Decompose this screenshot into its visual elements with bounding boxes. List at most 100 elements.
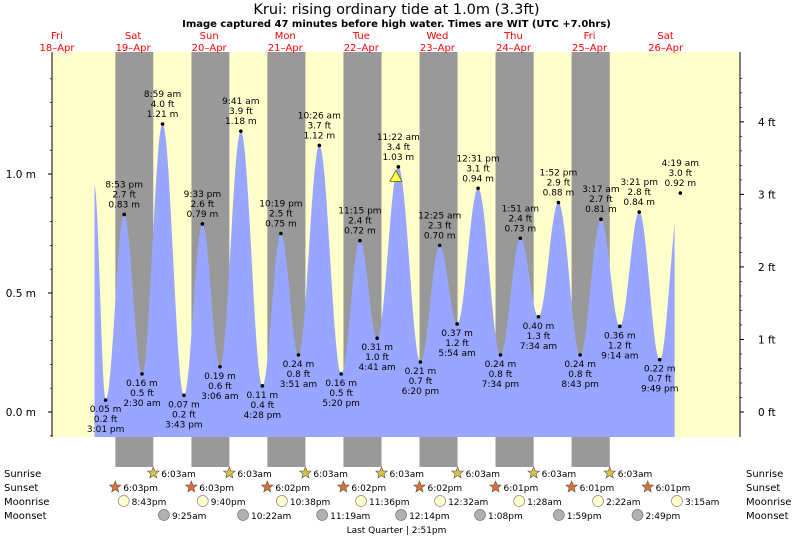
day-date: 22–Apr <box>344 43 380 54</box>
moonset-icon <box>631 509 644 521</box>
low-tide-time: 4:41 am <box>358 363 395 373</box>
high-tide-point <box>358 238 362 243</box>
high-tide-time: 3:21 pm <box>620 178 658 188</box>
moonset-time: 12:14pm <box>409 512 449 522</box>
day-name: Fri <box>51 31 63 42</box>
row-label-right: Moonrise <box>746 497 791 508</box>
high-tide-point <box>317 143 322 148</box>
low-tide-ft: 1.0 ft <box>365 353 389 363</box>
day-date: 25–Apr <box>572 43 608 54</box>
low-tide-time: 3:06 am <box>201 392 238 402</box>
low-tide-point <box>260 384 265 388</box>
moonset-icon <box>395 509 407 521</box>
low-tide-point <box>498 353 503 357</box>
sunset-icon <box>641 480 655 493</box>
high-tide-point <box>279 231 283 236</box>
sunrise-icon <box>527 466 541 479</box>
high-tide-time: 10:26 am <box>298 111 341 121</box>
day-name: Mon <box>275 31 296 42</box>
high-tide-m: 0.72 m <box>344 227 376 237</box>
high-tide-point <box>678 191 683 195</box>
moonrise-time: 9:40pm <box>211 498 246 508</box>
moonset-time: 1:59pm <box>567 512 602 522</box>
high-tide-time: 3:17 am <box>582 185 619 195</box>
high-tide-ft: 2.8 ft <box>627 188 651 198</box>
high-tide-point <box>160 122 165 126</box>
high-tide-point <box>122 212 126 217</box>
low-tide-point <box>140 372 144 376</box>
low-tide-time: 3:01 pm <box>87 425 125 435</box>
high-tide-point <box>476 186 480 191</box>
low-tide-point <box>218 364 222 369</box>
low-tide-m: 0.22 m <box>644 365 676 375</box>
row-label-left: Sunrise <box>4 469 41 480</box>
moonset-icon <box>158 509 170 521</box>
day-name: Tue <box>352 31 370 42</box>
high-tide-m: 0.83 m <box>108 200 140 210</box>
low-tide-ft: 0.8 ft <box>489 370 513 380</box>
high-tide-time: 1:52 pm <box>540 169 578 179</box>
day-name: Thu <box>503 31 523 42</box>
day-date: 19–Apr <box>116 43 152 54</box>
moonrise-icon <box>434 495 446 507</box>
high-tide-point <box>437 243 442 248</box>
high-tide-time: 12:25 am <box>418 211 461 221</box>
left-tick-label: 1.0 m <box>6 169 36 181</box>
right-tick-label: 2 ft <box>758 262 776 274</box>
moonrise-icon <box>196 495 209 507</box>
sunset-icon <box>108 480 122 493</box>
row-label-right: Sunrise <box>746 469 783 480</box>
day-date: 21–Apr <box>268 43 304 54</box>
high-tide-m: 0.88 m <box>543 189 575 199</box>
moon-phase-label: Last Quarter | 2:51pm <box>347 526 447 536</box>
moonset-time: 9:25am <box>172 512 207 522</box>
sunrise-icon <box>451 466 465 479</box>
high-tide-time: 9:41 am <box>222 97 259 107</box>
high-tide-ft: 2.9 ft <box>547 179 571 189</box>
high-tide-point <box>518 236 523 241</box>
moonrise-time: 3:15am <box>685 498 720 508</box>
day-name: Sun <box>200 31 219 42</box>
high-tide-point <box>200 222 205 226</box>
low-tide-m: 0.21 m <box>405 367 437 377</box>
day-name: Sat <box>125 31 141 42</box>
sunrise-icon <box>146 466 160 479</box>
low-tide-point <box>182 393 186 398</box>
low-tide-time: 7:34 pm <box>482 380 520 390</box>
sunset-icon <box>413 480 426 493</box>
sunset-icon <box>565 480 579 493</box>
high-tide-time: 10:19 pm <box>259 200 302 210</box>
high-tide-point <box>556 200 561 205</box>
day-date: 18–Apr <box>39 43 75 54</box>
plot-layers <box>52 52 740 467</box>
low-tide-m: 0.19 m <box>204 372 236 382</box>
high-tide-ft: 3.7 ft <box>307 121 331 131</box>
low-tide-m: 0.24 m <box>283 360 315 370</box>
high-tide-time: 8:59 am <box>144 90 181 100</box>
high-tide-time: 9:33 pm <box>184 190 222 200</box>
low-tide-ft: 0.2 ft <box>172 410 196 420</box>
low-tide-ft: 1.2 ft <box>445 339 469 349</box>
row-label-right: Moonset <box>746 511 789 522</box>
sunrise-time: 6:03am <box>389 470 424 480</box>
low-tide-m: 0.11 m <box>247 391 279 401</box>
sunrise-time: 6:03am <box>161 470 196 480</box>
high-tide-m: 0.73 m <box>505 224 537 234</box>
high-tide-ft: 2.4 ft <box>508 214 532 224</box>
low-tide-m: 0.05 m <box>90 405 122 415</box>
low-tide-ft: 1.3 ft <box>527 332 551 342</box>
low-tide-point <box>455 322 459 326</box>
low-tide-point <box>339 372 343 376</box>
low-tide-time: 7:34 am <box>520 342 557 352</box>
sunset-time: 6:01pm <box>580 484 615 494</box>
high-tide-ft: 2.7 ft <box>589 195 613 205</box>
sunset-time: 6:03pm <box>123 484 158 494</box>
row-label-left: Moonset <box>4 511 47 522</box>
sunset-time: 6:01pm <box>504 484 539 494</box>
low-tide-ft: 0.8 ft <box>568 370 592 380</box>
low-tide-time: 9:49 pm <box>641 385 679 395</box>
high-tide-ft: 3.9 ft <box>229 107 253 117</box>
high-tide-time: 12:31 pm <box>456 154 499 164</box>
sunrise-icon <box>222 466 236 479</box>
